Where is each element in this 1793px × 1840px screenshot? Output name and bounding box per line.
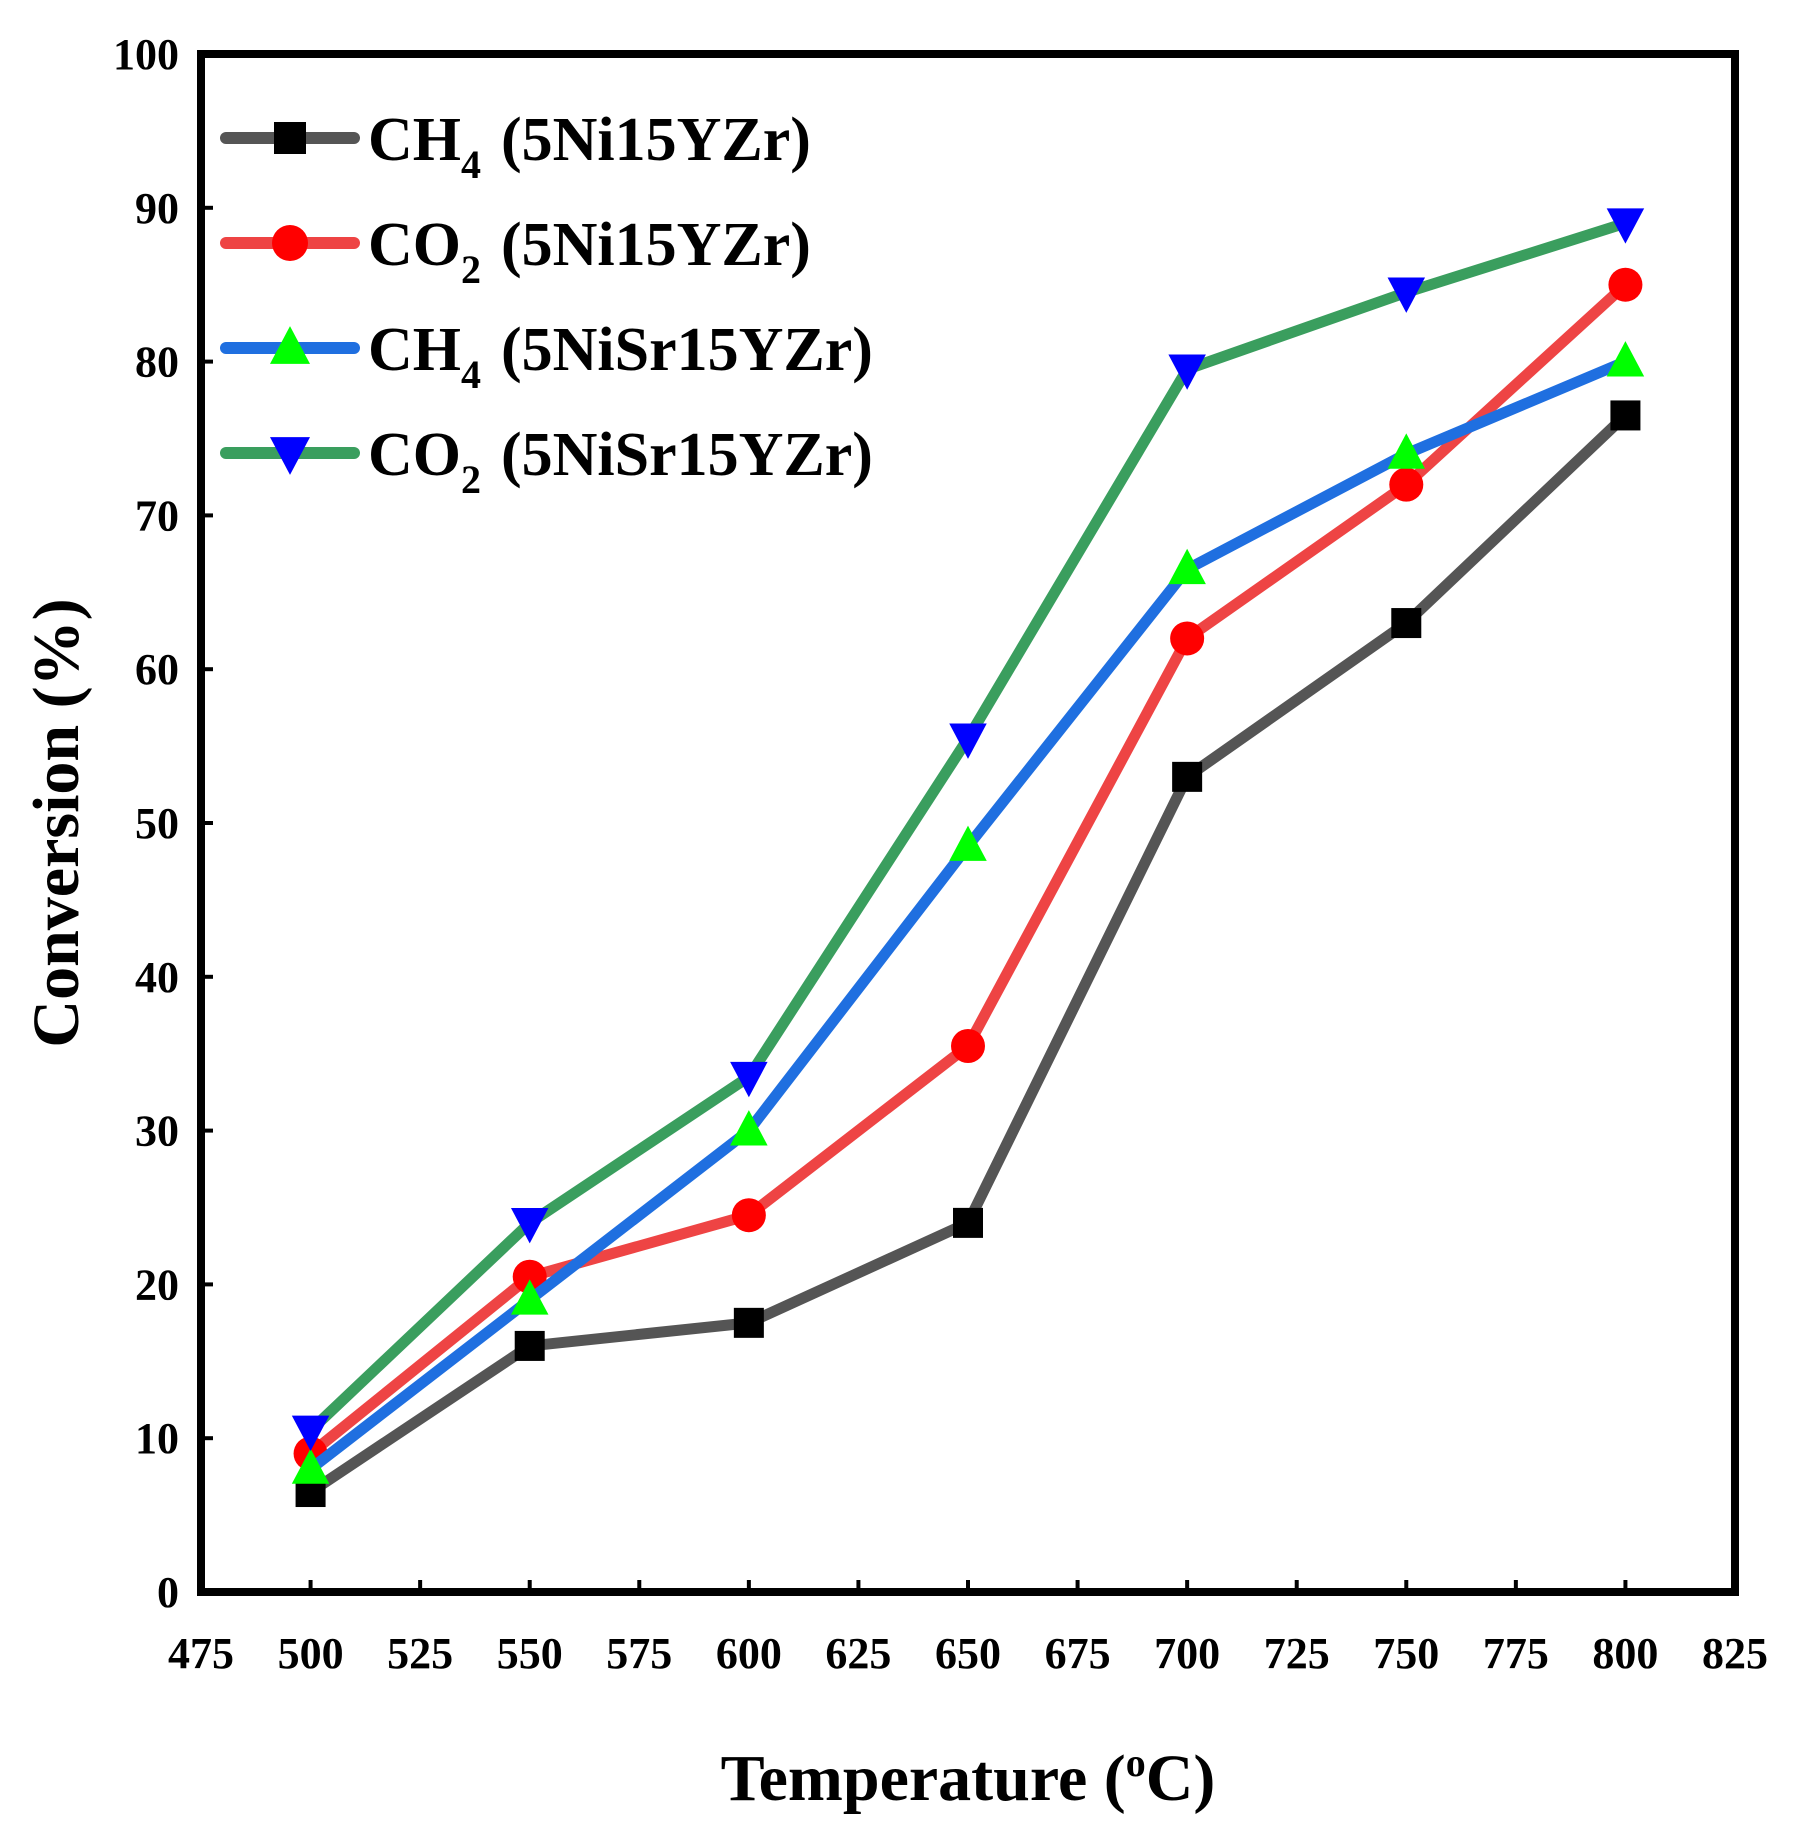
data-point bbox=[1610, 400, 1641, 431]
y-tick-label: 100 bbox=[113, 30, 179, 79]
data-point bbox=[291, 1448, 330, 1484]
y-tick-label: 60 bbox=[135, 645, 179, 694]
legend-item-1: CH4 (5Ni15YZr) bbox=[220, 106, 811, 187]
legend-label-subscript: 2 bbox=[461, 457, 481, 502]
series-1 bbox=[295, 400, 1641, 1508]
legend-swatch-marker bbox=[274, 122, 306, 154]
legend-label-main: CO bbox=[368, 211, 461, 279]
legend-label-subscript: 4 bbox=[461, 142, 481, 187]
y-tick-label: 80 bbox=[135, 338, 179, 387]
data-point bbox=[1606, 341, 1645, 377]
legend-item-2: CO2 (5Ni15YZr) bbox=[220, 211, 811, 292]
data-point bbox=[949, 723, 987, 759]
legend-label: CH4 (5NiSr15YZr) bbox=[368, 316, 873, 397]
legend-label-main: CO bbox=[368, 421, 461, 489]
data-point bbox=[1608, 267, 1643, 302]
y-tick-label: 70 bbox=[135, 491, 179, 540]
x-axis-title-degree: o bbox=[1126, 1740, 1146, 1785]
data-point bbox=[291, 1415, 330, 1451]
legend-item-4: CO2 (5NiSr15YZr) bbox=[220, 421, 873, 502]
x-tick-label: 750 bbox=[1373, 1629, 1439, 1678]
series-3 bbox=[291, 341, 1645, 1484]
x-tick-label: 525 bbox=[387, 1629, 453, 1678]
data-point bbox=[951, 1029, 985, 1064]
x-tick-label: 475 bbox=[168, 1629, 234, 1678]
legend-label-catalyst: (5NiSr15YZr) bbox=[501, 316, 873, 384]
x-axis-title-unit: C) bbox=[1146, 1742, 1216, 1815]
legend-label: CO2 (5NiSr15YZr) bbox=[368, 421, 873, 502]
data-point bbox=[1170, 621, 1205, 656]
x-tick-label: 800 bbox=[1592, 1629, 1658, 1678]
y-axis: 0 10 20 30 40 50 60 70 80 90 100 bbox=[113, 30, 213, 1617]
y-tick-label: 0 bbox=[157, 1568, 179, 1617]
y-axis-title: Conversion (%) bbox=[20, 598, 93, 1047]
legend-label: CO2 (5Ni15YZr) bbox=[368, 211, 811, 292]
legend: CH4 (5Ni15YZr)CO2 (5Ni15YZr)CH4 (5NiSr15YZr… bbox=[220, 106, 873, 502]
x-tick-label: 775 bbox=[1483, 1629, 1549, 1678]
data-point bbox=[733, 1307, 764, 1338]
series-line bbox=[305, 409, 1631, 1498]
legend-label-catalyst: (5Ni15YZr) bbox=[501, 106, 811, 174]
x-tick-label: 650 bbox=[935, 1629, 1001, 1678]
x-axis-title-text: Temperature ( bbox=[721, 1742, 1126, 1815]
y-tick-label: 10 bbox=[135, 1414, 179, 1463]
legend-label-subscript: 4 bbox=[461, 352, 481, 397]
legend-swatch-marker bbox=[270, 326, 310, 364]
data-point bbox=[1606, 208, 1645, 244]
series-layer bbox=[291, 208, 1645, 1508]
y-tick-label: 90 bbox=[135, 184, 179, 233]
data-point bbox=[510, 1279, 549, 1315]
data-point bbox=[1387, 433, 1426, 469]
y-tick-label: 30 bbox=[135, 1107, 179, 1156]
data-point bbox=[510, 1208, 549, 1244]
legend-item-3: CH4 (5NiSr15YZr) bbox=[220, 316, 873, 397]
data-point bbox=[1387, 277, 1426, 313]
series-line bbox=[305, 356, 1631, 1475]
data-point bbox=[1391, 608, 1422, 639]
data-point bbox=[1172, 761, 1203, 792]
y-tick-label: 20 bbox=[135, 1260, 179, 1309]
x-tick-label: 825 bbox=[1702, 1629, 1768, 1678]
data-point bbox=[730, 1110, 768, 1146]
legend-label: CH4 (5Ni15YZr) bbox=[368, 106, 811, 187]
data-point bbox=[731, 1198, 766, 1233]
legend-label-main: CH bbox=[368, 106, 461, 174]
x-tick-label: 625 bbox=[825, 1629, 891, 1678]
data-point bbox=[1389, 467, 1424, 502]
series-4 bbox=[291, 208, 1645, 1451]
legend-label-catalyst: (5Ni15YZr) bbox=[501, 211, 811, 279]
data-point bbox=[514, 1330, 545, 1361]
x-tick-label: 675 bbox=[1045, 1629, 1111, 1678]
x-tick-label: 550 bbox=[497, 1629, 563, 1678]
legend-swatch-marker bbox=[272, 225, 308, 261]
data-point bbox=[512, 1259, 547, 1294]
data-point bbox=[730, 1061, 768, 1098]
x-tick-label: 500 bbox=[278, 1629, 344, 1678]
legend-label-subscript: 2 bbox=[461, 247, 481, 292]
x-tick-label: 725 bbox=[1264, 1629, 1330, 1678]
x-tick-label: 575 bbox=[606, 1629, 672, 1678]
y-tick-label: 50 bbox=[135, 799, 179, 848]
data-point bbox=[1168, 548, 1206, 585]
data-point bbox=[949, 825, 987, 861]
data-point bbox=[953, 1207, 983, 1238]
x-tick-label: 700 bbox=[1154, 1629, 1220, 1678]
y-tick-label: 40 bbox=[135, 953, 179, 1002]
legend-label-main: CH bbox=[368, 316, 461, 384]
series-2 bbox=[293, 267, 1643, 1471]
data-point bbox=[1168, 354, 1206, 390]
x-axis-title: Temperature (oC) bbox=[721, 1740, 1216, 1815]
legend-label-catalyst: (5NiSr15YZr) bbox=[501, 421, 873, 489]
legend-swatch-marker bbox=[270, 437, 310, 475]
x-tick-label: 600 bbox=[716, 1629, 782, 1678]
